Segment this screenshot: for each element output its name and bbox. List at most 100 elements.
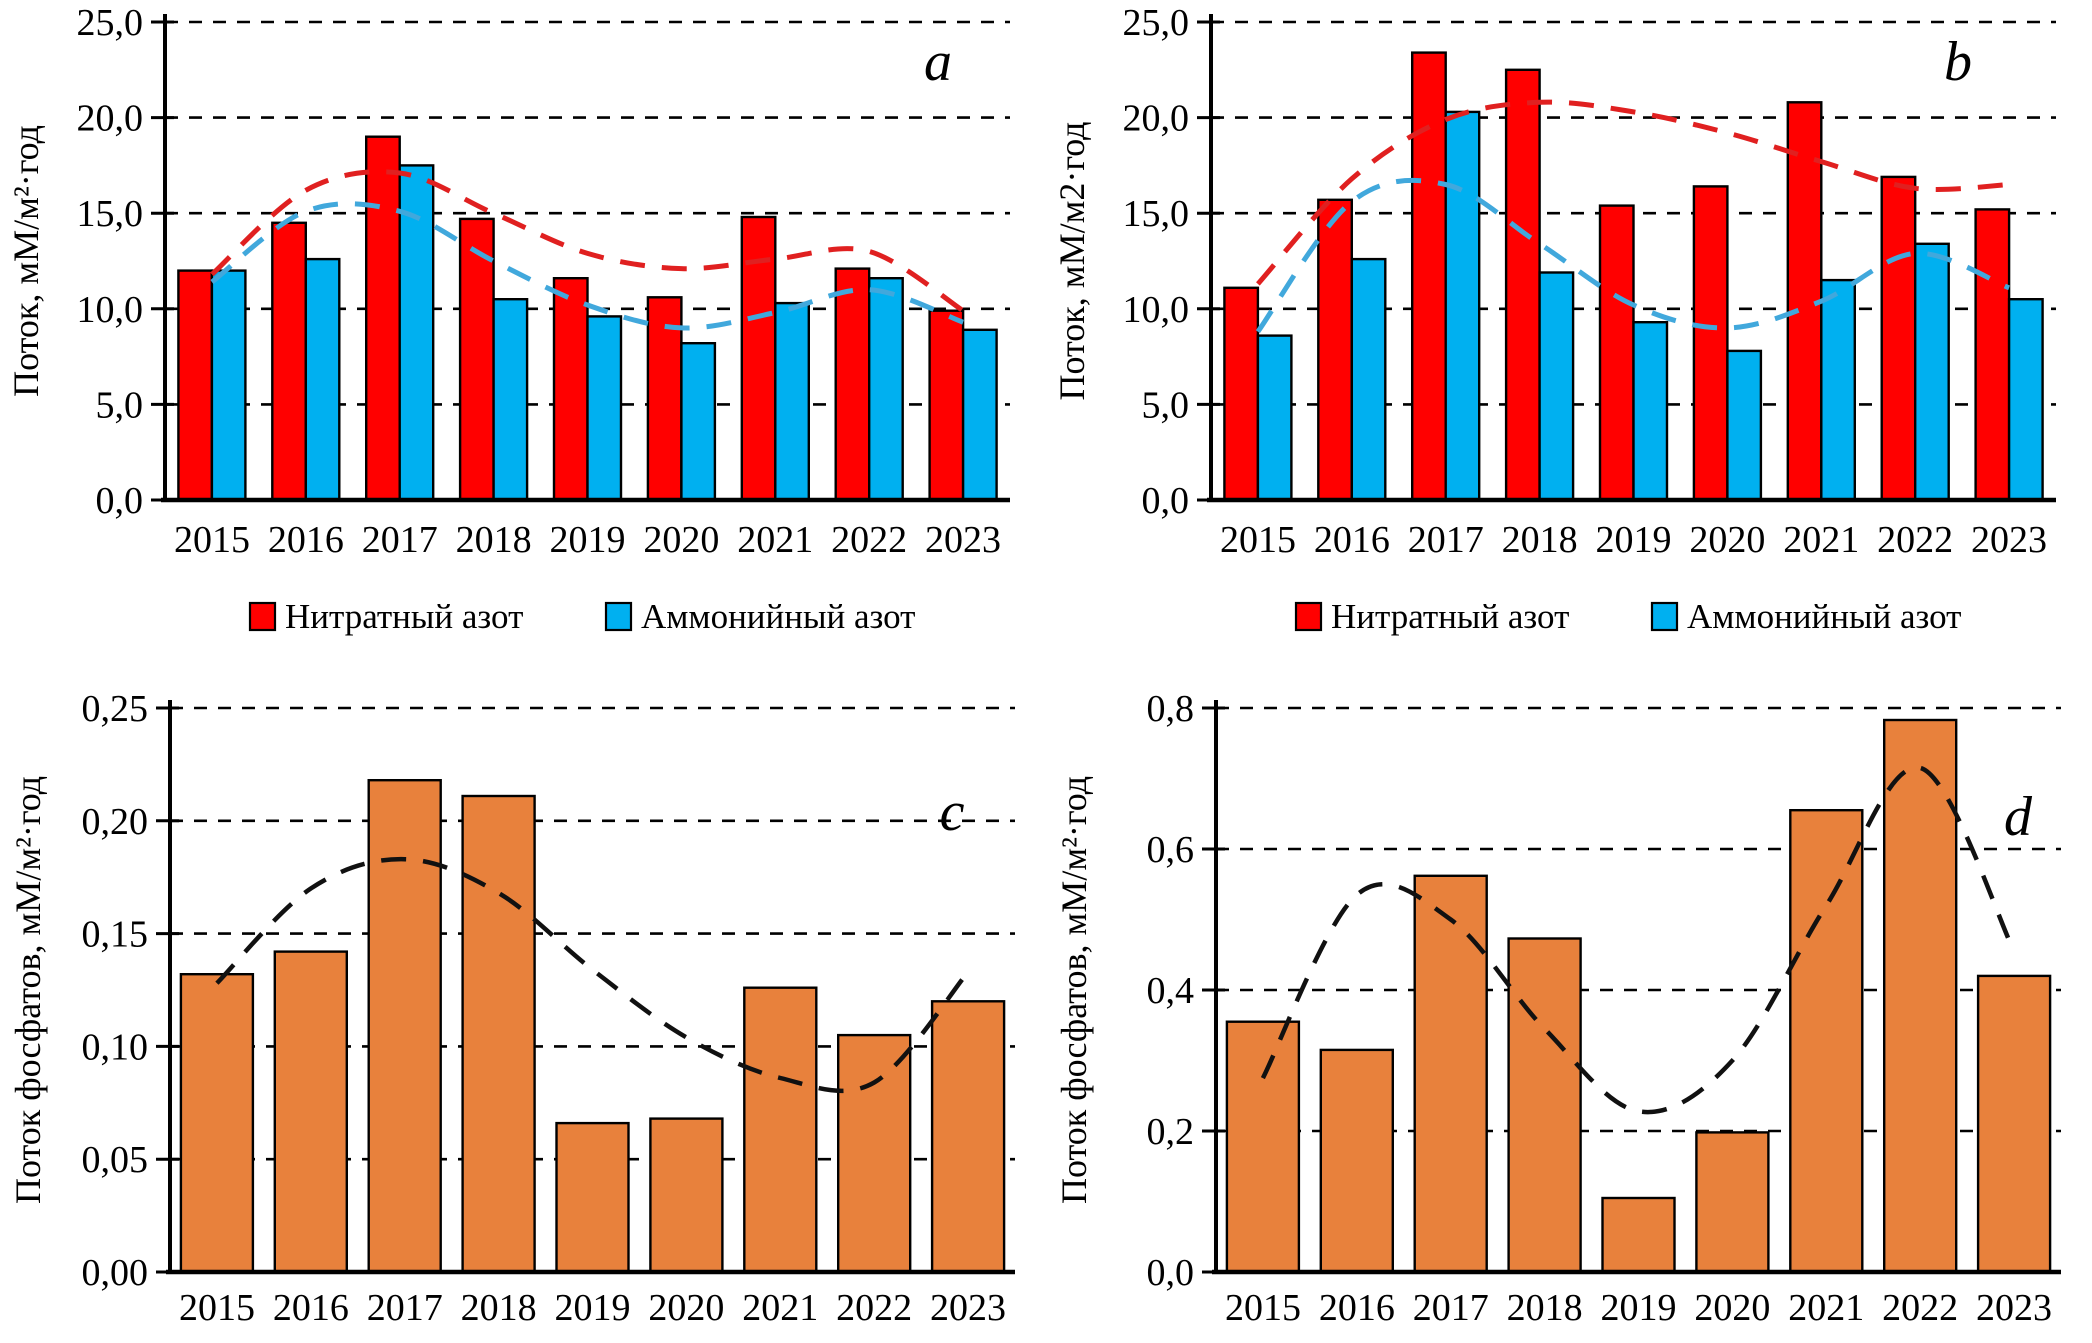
x-tick-label: 2021 — [737, 519, 813, 561]
x-tick-label: 2018 — [456, 519, 532, 561]
x-tick-label: 2022 — [1882, 1287, 1958, 1329]
bars-series1 — [177, 135, 965, 502]
legend-label-2: Аммонийный азот — [641, 597, 915, 636]
bar-2016 — [271, 221, 307, 502]
bar-2022 — [1880, 175, 1917, 502]
y-axis-label: Поток, мМ/м²·год — [6, 125, 46, 397]
x-tick-label: 2022 — [836, 1287, 912, 1329]
x-tick-label: 2015 — [1220, 519, 1296, 561]
y-tick-label: 5,0 — [1142, 384, 1190, 426]
x-tick-label: 2020 — [648, 1287, 724, 1329]
trend-line-2 — [1255, 177, 2011, 334]
bar-2016 — [1317, 198, 1353, 502]
x-tick-label: 2019 — [550, 519, 626, 561]
y-tick-label: 5,0 — [96, 384, 144, 426]
panel-letter-c: c — [940, 781, 965, 843]
bar-2023 — [930, 1000, 1006, 1274]
x-tick-label: 2023 — [1976, 1287, 2052, 1329]
bar-2022 — [834, 267, 871, 502]
y-tick-label: 0,0 — [1142, 480, 1190, 522]
panel-letter-a: a — [924, 31, 952, 93]
y-tick-label: 0,10 — [82, 1026, 149, 1068]
bar-2016 — [1319, 1048, 1394, 1274]
bar-2023 — [2007, 298, 2044, 502]
x-tick-label: 2021 — [1783, 519, 1859, 561]
x-tick-label: 2020 — [643, 519, 719, 561]
x-tick-labels: 2015 2016 2017 2018 2019 2020 2021 2022 2023 — [1225, 1287, 2052, 1329]
bar-2017 — [367, 778, 442, 1274]
bar-2016 — [1350, 257, 1387, 502]
x-tick-label: 2021 — [742, 1287, 818, 1329]
x-tick-label: 2016 — [1314, 519, 1390, 561]
y-axis-label: Поток фосфатов, мМ/м²·год — [1054, 776, 1094, 1204]
bar-2017 — [1413, 874, 1488, 1274]
y-tick-label: 0,15 — [82, 914, 149, 956]
bar-2018 — [461, 794, 536, 1274]
x-tick-label: 2023 — [930, 1287, 1006, 1329]
x-tick-label: 2017 — [1413, 1287, 1489, 1329]
x-tick-labels: 2015 2016 2017 2018 2019 2020 2021 2022 2023 — [174, 519, 1001, 561]
x-tick-label: 2017 — [367, 1287, 443, 1329]
x-tick-label: 2020 — [1694, 1287, 1770, 1329]
y-tick-label: 25,0 — [77, 2, 144, 44]
bar-2022 — [868, 277, 904, 502]
legend-swatch-1 — [248, 601, 277, 632]
y-tick-label: 0,0 — [96, 480, 144, 522]
x-tick-label: 2022 — [1877, 519, 1953, 561]
y-tick-label: 10,0 — [77, 289, 144, 331]
y-tick-label: 0,25 — [82, 688, 149, 730]
y-tick-label: 0,00 — [82, 1252, 149, 1294]
x-tick-label: 2017 — [1408, 519, 1484, 561]
bar-2023 — [1974, 208, 2011, 502]
bar-2019 — [552, 277, 589, 502]
bar-2022 — [1914, 242, 1950, 502]
x-tick-label: 2016 — [273, 1287, 349, 1329]
trend-line-1 — [1260, 765, 2017, 1115]
x-tick-labels: 2015 2016 2017 2018 2019 2020 2021 2022 2023 — [1220, 519, 2047, 561]
x-tick-label: 2018 — [1507, 1287, 1583, 1329]
y-tick-label: 20,0 — [1123, 98, 1190, 140]
trend-line-1 — [210, 169, 965, 313]
bar-2019 — [1632, 321, 1669, 502]
bars-series2 — [210, 164, 998, 502]
x-tick-label: 2015 — [179, 1287, 255, 1329]
bar-2020 — [649, 1117, 724, 1274]
bar-2015 — [210, 269, 247, 502]
legend-swatch-2 — [604, 601, 633, 632]
y-tick-labels: 0,0 5,0 10,0 15,0 20,0 25,0 — [1123, 2, 1190, 522]
x-tick-label: 2022 — [831, 519, 907, 561]
bar-2023 — [928, 309, 965, 502]
bar-2019 — [1598, 204, 1635, 502]
x-tick-label: 2016 — [1319, 1287, 1395, 1329]
legend: Нитратный азот Аммонийный азот — [1294, 597, 1961, 636]
x-tick-label: 2019 — [1601, 1287, 1677, 1329]
bar-2018 — [1504, 68, 1541, 502]
bar-2018 — [492, 298, 529, 502]
bar-2021 — [743, 986, 818, 1274]
bar-2022 — [837, 1033, 912, 1274]
bar-2019 — [555, 1121, 630, 1274]
legend-label-1: Нитратный азот — [1331, 597, 1569, 636]
bars-series1 — [179, 778, 1006, 1274]
bar-2020 — [680, 342, 717, 502]
panel-letter-d: d — [2004, 786, 2033, 848]
bar-2015 — [179, 973, 255, 1274]
y-tick-label: 0,05 — [82, 1139, 149, 1181]
bar-2021 — [1789, 808, 1864, 1274]
y-axis-label: Поток фосфатов, мМ/м²·год — [8, 776, 48, 1204]
x-tick-label: 2016 — [268, 519, 344, 561]
bars-series1 — [1225, 718, 2052, 1274]
x-tick-label: 2023 — [925, 519, 1001, 561]
x-tick-label: 2015 — [174, 519, 250, 561]
x-tick-label: 2019 — [1596, 519, 1672, 561]
x-tick-labels: 2015 2016 2017 2018 2019 2020 2021 2022 2023 — [179, 1287, 1006, 1329]
bar-2019 — [586, 315, 623, 502]
bar-2016 — [304, 257, 341, 502]
y-tick-label: 15,0 — [77, 193, 144, 235]
chart-panel-c: 0,00 0,05 0,10 0,15 0,20 0,25 2015 2016 2017 2018… — [8, 688, 1015, 1329]
bar-2020 — [646, 296, 683, 502]
